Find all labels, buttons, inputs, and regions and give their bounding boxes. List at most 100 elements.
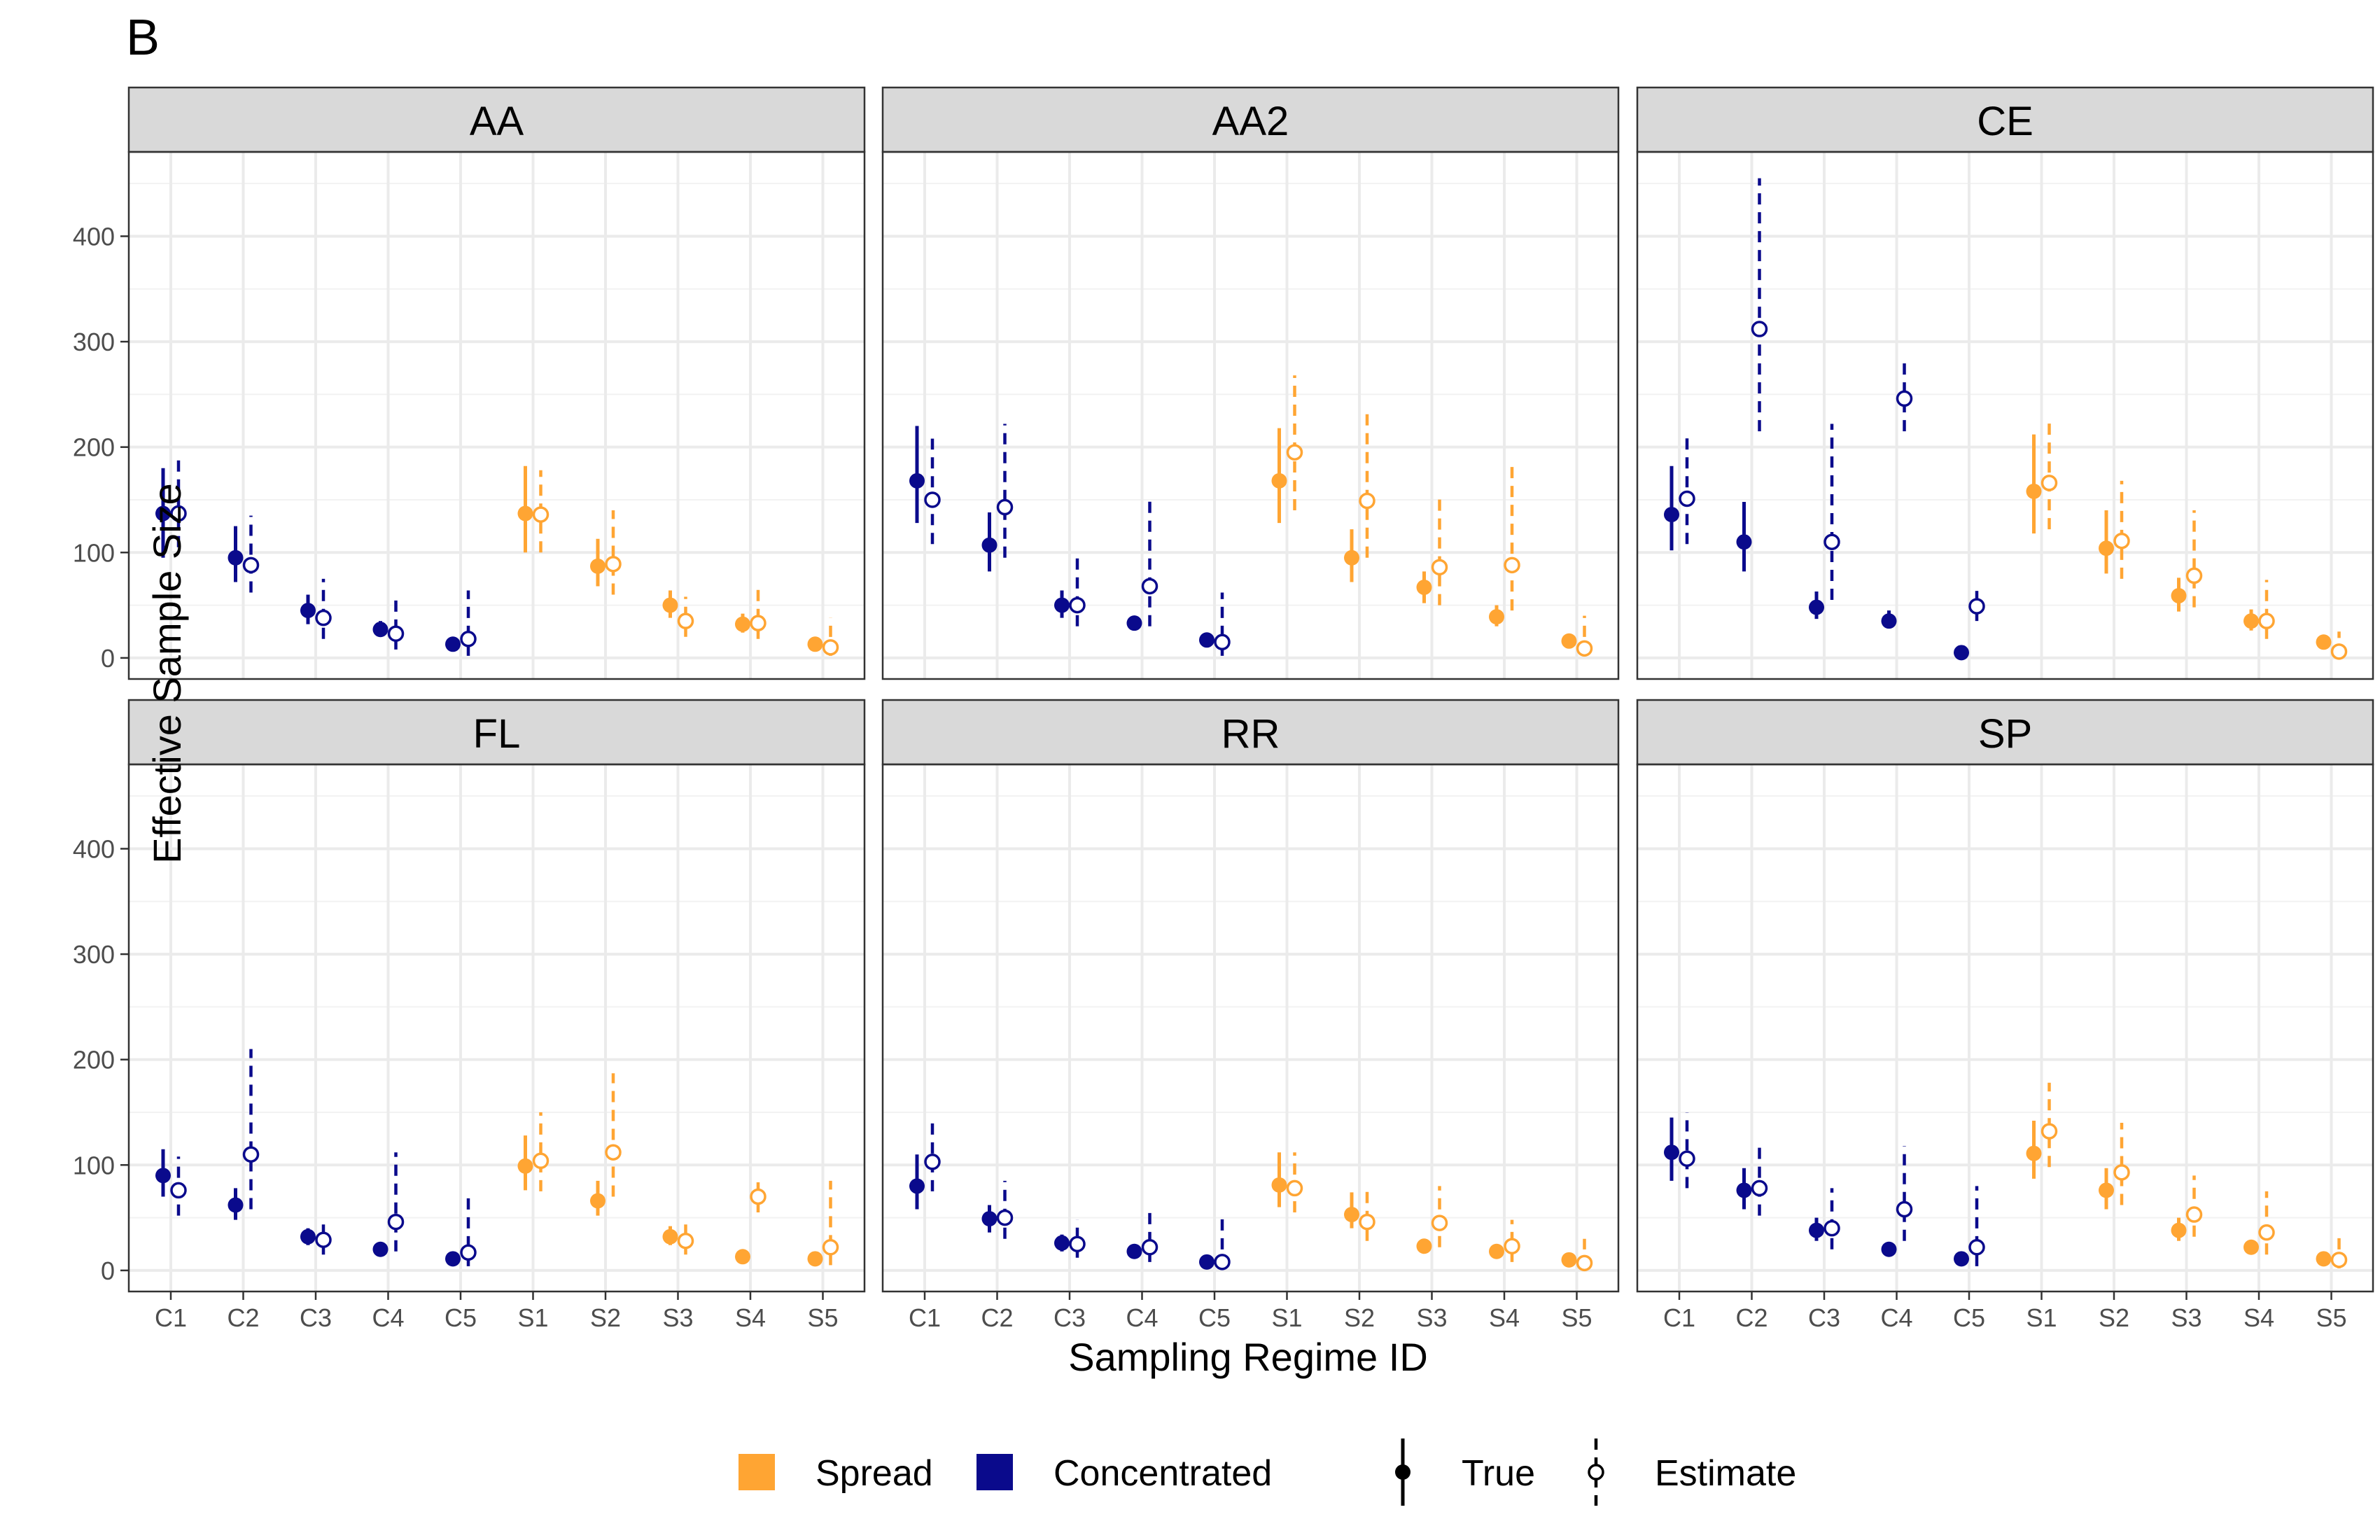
true-point-c5 <box>445 1251 461 1267</box>
estimate-point-s3 <box>2185 1206 2203 1223</box>
panel-border <box>1636 763 2374 1293</box>
true-point-s3 <box>2171 1222 2187 1238</box>
y-tick-label: 400 <box>73 222 115 251</box>
legend-label-estimate: Estimate <box>1655 1453 1796 1494</box>
estimate-point-c3 <box>1823 1219 1840 1237</box>
estimate-point-c3 <box>1823 533 1840 550</box>
estimate-point-s5 <box>1576 1254 1593 1272</box>
estimate-point-s5 <box>2330 643 2348 660</box>
x-tick-label: C1 <box>155 1303 187 1332</box>
estimate-point-c5 <box>1968 598 1985 615</box>
estimate-point-s2 <box>2113 532 2130 550</box>
estimate-point-c4 <box>1141 1238 1158 1256</box>
true-point-s5 <box>807 636 823 652</box>
true-point-c5 <box>1199 1254 1214 1270</box>
panel-border <box>1636 150 2374 680</box>
estimate-point-c1 <box>924 491 941 508</box>
panel-border <box>881 763 1620 1293</box>
x-tick-label: S3 <box>1416 1303 1447 1332</box>
x-tick-label: C5 <box>1198 1303 1231 1332</box>
x-tick-label: S5 <box>807 1303 838 1332</box>
true-point-c3 <box>300 603 316 619</box>
estimate-point-c1 <box>1679 490 1695 507</box>
true-point-s3 <box>1416 1238 1432 1254</box>
x-tick-label: C3 <box>1054 1303 1086 1332</box>
true-point-c3 <box>1809 599 1824 615</box>
estimate-point-c2 <box>996 1209 1014 1226</box>
panel-ce: CE <box>1636 86 2374 680</box>
legend-label-spread: Spread <box>816 1453 933 1494</box>
true-point-s4 <box>2244 1239 2259 1255</box>
x-tick-label: S3 <box>2171 1303 2202 1332</box>
estimate-point-s2 <box>605 1144 622 1161</box>
estimate-point-s4 <box>2258 1224 2275 1241</box>
true-point-c2 <box>227 550 244 566</box>
figure-label: B <box>126 10 160 66</box>
estimate-point-s4 <box>1504 1238 1520 1254</box>
true-point-s1 <box>517 505 533 522</box>
legend-item-true: True <box>1395 1438 1535 1506</box>
x-tick-label: C4 <box>372 1303 404 1332</box>
true-point-c1 <box>155 1168 171 1184</box>
panel-border <box>127 763 866 1293</box>
x-tick-label: C1 <box>909 1303 941 1332</box>
panel-aa: AA 0 100 200 300 400 <box>73 86 866 680</box>
true-point-c5 <box>1954 1251 1969 1267</box>
estimate-point-s5 <box>822 1238 839 1256</box>
true-point-c3 <box>1054 1235 1070 1251</box>
estimate-point-c4 <box>1896 1200 1913 1218</box>
estimate-point-c5 <box>1214 634 1231 651</box>
facet-strip <box>881 86 1620 153</box>
estimate-point-c2 <box>242 556 260 574</box>
estimate-point-c2 <box>1751 321 1768 337</box>
facet-panels: AA 0 100 200 300 400 AA2 CE FL 0 100 200 300 400 C1 C2 C… <box>73 86 2374 1332</box>
estimate-point-c5 <box>460 1244 477 1261</box>
estimate-point-s1 <box>1286 444 1303 461</box>
panel-background <box>1637 152 2373 679</box>
true-point-s1 <box>2026 483 2042 499</box>
x-tick-label: S2 <box>2099 1303 2129 1332</box>
facet-strip-label: AA <box>470 99 524 144</box>
true-point-c4 <box>1126 615 1142 631</box>
estimate-point-c3 <box>1069 596 1086 614</box>
true-point-s2 <box>2099 540 2114 556</box>
x-tick-label: C3 <box>300 1303 332 1332</box>
estimate-point-s3 <box>2185 567 2203 584</box>
x-tick-label: C5 <box>444 1303 477 1332</box>
estimate-point-c2 <box>242 1146 260 1163</box>
true-point-c2 <box>981 1211 997 1227</box>
true-point-s5 <box>1561 633 1577 649</box>
y-tick-label: 100 <box>73 538 115 567</box>
true-point-c1 <box>909 472 925 489</box>
estimate-point-c4 <box>1141 578 1158 595</box>
estimate-point-c3 <box>1069 1236 1086 1252</box>
y-tick-label: 300 <box>73 328 115 356</box>
true-point-c2 <box>981 537 997 553</box>
x-tick-label: S2 <box>1344 1303 1375 1332</box>
y-axis-title: Effective Sample Size <box>145 483 189 864</box>
estimate-point-s1 <box>2040 1123 2058 1140</box>
y-tick-label: 200 <box>73 433 115 462</box>
y-tick-label: 400 <box>73 834 115 863</box>
facet-strip-label: FL <box>473 711 521 757</box>
legend-key-point <box>1588 1464 1604 1480</box>
true-point-s4 <box>2244 613 2259 629</box>
true-point-c1 <box>1664 1144 1679 1161</box>
x-tick-label: C2 <box>1735 1303 1768 1332</box>
x-tick-label: C1 <box>1663 1303 1695 1332</box>
true-point-c4 <box>372 1241 388 1257</box>
estimate-point-s3 <box>677 612 694 629</box>
true-point-s3 <box>1416 579 1432 595</box>
true-point-c1 <box>155 505 171 522</box>
true-point-s2 <box>590 558 606 574</box>
true-point-c2 <box>1736 534 1752 550</box>
panel-border <box>127 150 866 680</box>
panel-sp: SP C1 C2 C3 C4 C5 S1 S2 S3 S4 S5 <box>1636 699 2374 1332</box>
estimate-point-s1 <box>532 506 550 523</box>
legend-item-spread: Spread <box>738 1453 933 1494</box>
panel-background <box>129 764 864 1292</box>
true-point-s3 <box>2171 588 2187 604</box>
estimate-point-s4 <box>750 1188 766 1205</box>
facet-strip <box>127 699 866 766</box>
true-point-c5 <box>1954 645 1969 661</box>
